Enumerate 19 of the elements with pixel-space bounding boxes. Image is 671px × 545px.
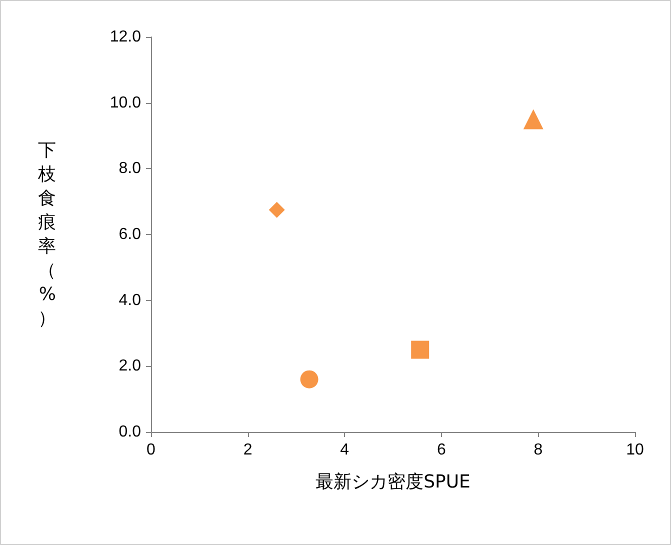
y-axis-title: 下枝食痕率（%） [37,140,56,329]
x-tick-label: 8 [534,442,543,458]
x-tick-label: 10 [626,442,644,458]
y-tick-label: 2.0 [118,358,142,375]
x-tick-label: 4 [340,442,350,458]
y-tick-label: 10.0 [110,94,142,112]
point [411,340,430,359]
x-axis-title: 最新シカ密度SPUE [316,472,470,492]
y-tick-label: 6.0 [118,226,142,243]
x-tick-label: 0 [146,442,156,458]
x-tick-label: 6 [436,442,446,458]
y-tick-label: 8.0 [118,160,142,178]
y-tick-label: 12.0 [110,28,142,46]
point [523,109,544,130]
point [300,370,318,388]
y-tick-label: 4.0 [118,292,142,309]
x-tick-label: 2 [243,442,252,458]
point [268,202,285,218]
y-tick-label: 0.0 [118,424,142,440]
